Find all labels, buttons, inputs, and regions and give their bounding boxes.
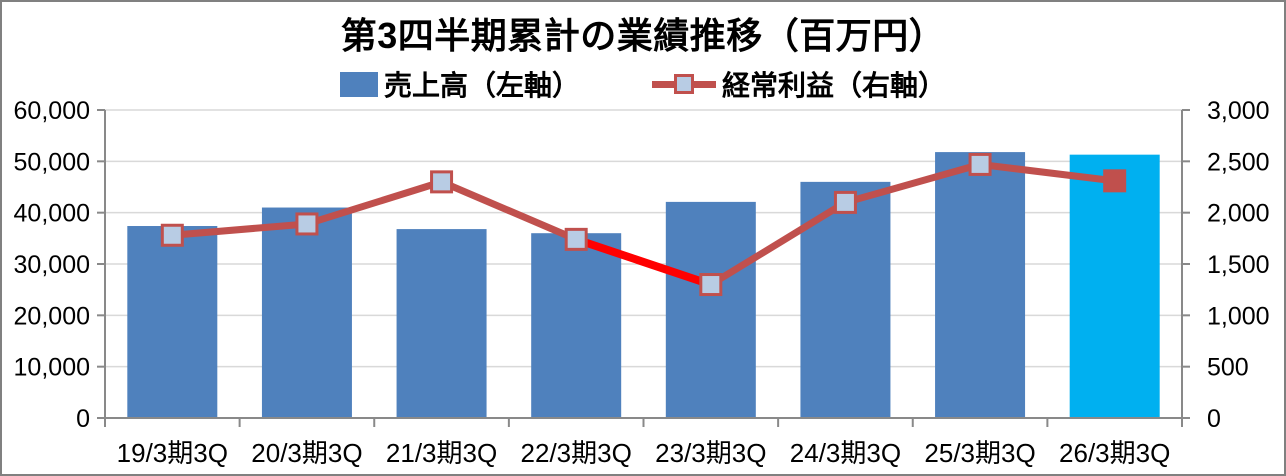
- left-axis-label: 60,000: [14, 97, 90, 125]
- left-axis-label: 10,000: [14, 354, 90, 382]
- profit-marker-20/3期3Q: [295, 212, 319, 236]
- legend-item-revenue: 売上高（左軸）: [339, 64, 580, 104]
- revenue-bar-26/3期3Q: [1069, 154, 1160, 418]
- legend-label-revenue: 売上高（左軸）: [383, 70, 580, 101]
- left-axis-label: 50,000: [14, 148, 90, 176]
- profit-marker-21/3期3Q: [430, 170, 454, 194]
- x-axis-label: 25/3期3Q: [924, 438, 1035, 468]
- profit-marker-24/3期3Q: [833, 190, 857, 214]
- x-axis-label: 26/3期3Q: [1059, 438, 1170, 468]
- revenue-bar-23/3期3Q: [665, 201, 756, 418]
- left-axis-label: 30,000: [14, 251, 90, 279]
- x-axis-label: 21/3期3Q: [386, 438, 497, 468]
- revenue-bar-24/3期3Q: [800, 181, 891, 418]
- revenue-bar-25/3期3Q: [935, 152, 1026, 419]
- revenue-bar-swatch-icon: [339, 71, 378, 97]
- profit-line-segment: [707, 198, 849, 289]
- left-axis-label: 40,000: [14, 200, 90, 228]
- profit-marker-icon: [674, 74, 694, 94]
- revenue-bar-21/3期3Q: [396, 229, 487, 418]
- profit-marker-23/3期3Q: [699, 273, 723, 297]
- profit-marker-19/3期3Q: [160, 223, 184, 247]
- x-axis-label: 19/3期3Q: [117, 438, 228, 468]
- left-axis-label: 0: [76, 405, 90, 433]
- revenue-bar-20/3期3Q: [261, 207, 352, 418]
- profit-marker-26/3期3Q: [1103, 169, 1127, 193]
- chart-title: 第3四半期累計の業績推移（百万円）: [340, 15, 946, 56]
- profit-marker-25/3期3Q: [968, 152, 992, 176]
- right-axis-label: 2,500: [1207, 148, 1270, 176]
- profit-line-segment: [976, 160, 1119, 185]
- profit-line-segment: [303, 178, 446, 228]
- legend-label-profit: 経常利益（右軸）: [722, 70, 947, 101]
- profit-line-segment: [438, 178, 580, 243]
- right-axis-label: 3,000: [1207, 97, 1270, 125]
- x-axis-label: 22/3期3Q: [521, 438, 632, 468]
- right-axis-label: 0: [1207, 405, 1221, 433]
- revenue-bar-19/3期3Q: [127, 226, 218, 418]
- left-axis-label: 20,000: [14, 302, 90, 330]
- profit-line-marker-icon: [652, 71, 716, 97]
- x-axis-label: 23/3期3Q: [655, 438, 766, 468]
- right-axis-label: 1,000: [1207, 302, 1270, 330]
- revenue-bar-22/3期3Q: [531, 233, 622, 418]
- right-axis-label: 500: [1207, 354, 1249, 382]
- legend-item-profit: 経常利益（右軸）: [652, 64, 946, 104]
- chart-legend: 売上高（左軸） 経常利益（右軸）: [2, 64, 1284, 104]
- profit-line-segment: [841, 160, 984, 206]
- profit-line-segment: [572, 235, 715, 289]
- right-axis-label: 2,000: [1207, 200, 1270, 228]
- x-axis-label: 24/3期3Q: [790, 438, 901, 468]
- profit-line-segment: [168, 220, 311, 239]
- right-axis-label: 1,500: [1207, 251, 1270, 279]
- x-axis-label: 20/3期3Q: [251, 438, 362, 468]
- profit-marker-22/3期3Q: [564, 227, 588, 251]
